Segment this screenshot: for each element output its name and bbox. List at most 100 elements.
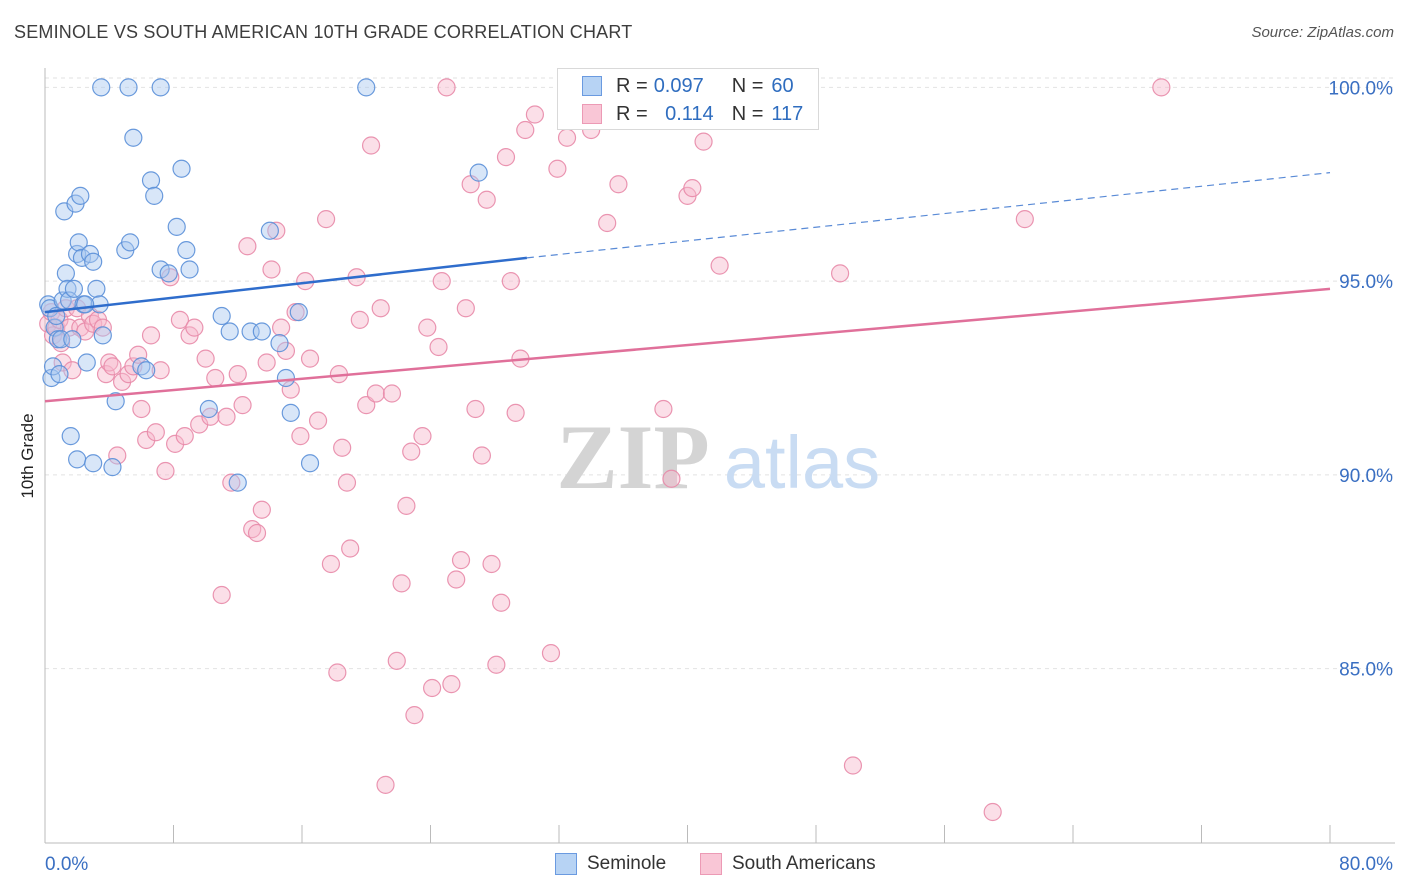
watermark-atlas: atlas [724,421,880,504]
seminole-point [56,264,75,283]
south-americans-point [170,310,190,329]
south-americans-point [983,802,1002,822]
seminole-point [71,186,90,205]
seminole-legend-label: Seminole [587,853,667,874]
south-americans-point [146,423,165,442]
chart-title: SEMINOLE VS SOUTH AMERICAN 10TH GRADE CO… [14,22,633,42]
seminole-point [119,78,138,97]
south-americans-point [382,384,402,403]
legend-n-value: 117 [771,102,804,125]
seminole-point [121,233,140,252]
south-americans-point [609,175,628,194]
south-americans-point [222,473,241,492]
legend-n-value: 60 [771,74,794,97]
seminole-point [281,403,300,422]
watermark: ZIP atlas [556,406,880,508]
seminole-point [212,306,231,326]
south-legend-swatch [700,853,722,875]
seminole-point [151,78,170,97]
legend-n-label: N = [731,74,764,97]
seminole-point [167,217,186,236]
y-tick-label: 100.0% [1329,78,1394,99]
south-americans-point [129,345,148,364]
south-americans-point [262,260,281,279]
south-americans-point [482,554,501,574]
south-americans-point [300,349,320,368]
seminole-point [50,365,69,384]
south-americans-point [196,349,215,368]
seminole-point [180,260,199,279]
south-americans-point [151,361,170,380]
legend-item-south-americans[interactable]: South Americans [700,851,876,877]
seminole-point [469,163,488,182]
south-americans-point [281,380,300,399]
south-americans-point [516,120,535,140]
watermark-zip: ZIP [556,406,709,508]
seminole-point [252,322,271,341]
south-americans-point [141,326,161,345]
legend-r-value: 0.114 [665,102,714,125]
seminole-point [61,427,80,446]
south-americans-point [694,132,713,151]
legend-r-label: R = [616,74,648,97]
south-americans-point [156,461,175,481]
legend-r-label: R = [616,102,648,125]
south-americans-point [472,446,491,465]
south-americans-point [487,655,506,674]
south-americans-point [53,353,72,372]
south-americans-point [371,299,390,318]
south-americans-point [525,105,545,124]
y-tick-label: 90.0% [1339,466,1393,487]
seminole-swatch [582,76,602,96]
south-americans-point [233,396,252,415]
south-americans-point [333,438,352,457]
south-americans-point [341,539,360,558]
seminole-point [92,78,111,97]
south-americans-point [1152,78,1171,97]
x-tick-label-min: 0.0% [45,854,88,875]
south-americans-point [132,399,151,419]
legend-item-seminole[interactable]: Seminole [555,851,666,877]
south-americans-point [418,318,437,337]
seminole-trend-extension [526,172,1331,259]
south-americans-point [654,399,673,419]
south-americans-point [405,706,424,725]
y-axis-label: 10th Grade [18,413,37,499]
correlation-legend: R = 0.097 N = 60 R = 0.114 N = 117 [557,68,819,130]
south-americans-point [710,256,729,275]
seminole-point [199,399,218,419]
south-americans-point [392,574,411,593]
south-americans-point [228,365,247,384]
seminole-point [289,303,308,322]
south-americans-point [423,678,442,698]
grid-lines [45,77,1395,670]
south-americans-point [456,299,475,318]
south-americans-point [466,399,485,419]
seminole-legend-swatch [555,853,577,875]
seminole-point [69,233,88,252]
south-americans-point [257,353,276,372]
south-americans-point [830,264,850,283]
y-tick-label: 85.0% [1339,660,1393,681]
south-americans-point [492,593,511,612]
south-americans-point [308,411,328,430]
seminole-point [172,159,191,178]
south-americans-point [387,651,406,670]
south-legend-label: South Americans [732,853,876,874]
seminole-point [300,454,320,473]
seminole-point [357,78,376,97]
south-americans-point [238,237,257,256]
south-americans-point [247,523,267,543]
south-americans-trend-line [44,287,1331,403]
seminole-point [76,295,95,314]
south-americans-point [361,136,381,155]
south-americans-point [662,469,681,488]
x-tick-label-max: 80.0% [1339,854,1393,875]
seminole-point [93,326,112,345]
seminole-point [58,279,77,298]
seminole-point [276,368,296,388]
south-americans-point [1015,210,1034,229]
south-americans-point [267,221,286,240]
south-americans-point [413,427,432,446]
